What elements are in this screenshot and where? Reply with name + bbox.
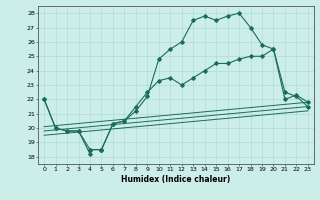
X-axis label: Humidex (Indice chaleur): Humidex (Indice chaleur)	[121, 175, 231, 184]
